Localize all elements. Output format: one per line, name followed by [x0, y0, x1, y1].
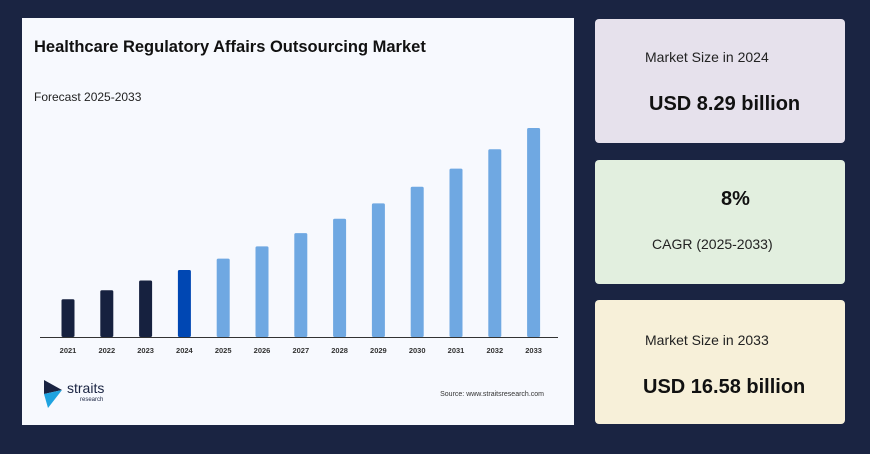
x-tick-label: 2025 — [215, 346, 232, 355]
bar-2024 — [177, 269, 191, 337]
market-size-2024-card: Market Size in 2024 USD 8.29 billion — [595, 19, 845, 143]
bar-2028 — [333, 218, 347, 337]
chart-title: Healthcare Regulatory Affairs Outsourcin… — [34, 38, 426, 56]
x-tick-label: 2032 — [486, 346, 503, 355]
x-tick-label: 2029 — [370, 346, 387, 355]
bar-chart: 2021 2022 2023 2024 2025 2026 2027 2028 2029 2030… — [40, 127, 558, 355]
bar-2021 — [61, 299, 75, 337]
bar-2027 — [294, 233, 308, 337]
bar-2029 — [371, 203, 385, 337]
x-tick-label: 2033 — [525, 346, 542, 355]
x-tick-label: 2022 — [98, 346, 115, 355]
x-tick-label: 2024 — [176, 346, 194, 355]
card-value: USD 8.29 billion — [649, 93, 801, 115]
straits-logo-icon — [44, 380, 62, 408]
bar-2030 — [410, 186, 424, 337]
market-size-2033-card: Market Size in 2033 USD 16.58 billion — [595, 300, 845, 424]
bar-2023 — [139, 280, 153, 337]
chart-subtitle: Forecast 2025-2033 — [34, 90, 142, 104]
source-text: Source: www.straitsresearch.com — [440, 391, 544, 398]
cagr-card: 8% CAGR (2025-2033) — [595, 160, 845, 284]
x-tick-label: 2030 — [409, 346, 426, 355]
logo-name: straits — [67, 380, 105, 396]
x-tick-label: 2021 — [60, 346, 77, 355]
card-label: Market Size in 2033 — [645, 332, 769, 348]
card-label: Market Size in 2024 — [645, 49, 769, 65]
bar-2031 — [449, 168, 463, 337]
x-tick-label: 2028 — [331, 346, 348, 355]
x-tick-label: 2023 — [137, 346, 154, 355]
logo-sub: research — [80, 397, 104, 403]
bar-2022 — [100, 290, 114, 337]
x-tick-label: 2026 — [254, 346, 271, 355]
bar-2025 — [216, 258, 230, 337]
chart-panel: Healthcare Regulatory Affairs Outsourcin… — [22, 18, 574, 425]
card-value: USD 16.58 billion — [643, 376, 806, 398]
bar-2032 — [488, 149, 502, 337]
bar-2026 — [255, 246, 269, 337]
bar-2033 — [527, 127, 541, 338]
card-label: CAGR (2025-2033) — [652, 236, 773, 252]
x-tick-label: 2027 — [292, 346, 309, 355]
x-tick-label: 2031 — [448, 346, 465, 355]
card-value: 8% — [721, 188, 750, 210]
